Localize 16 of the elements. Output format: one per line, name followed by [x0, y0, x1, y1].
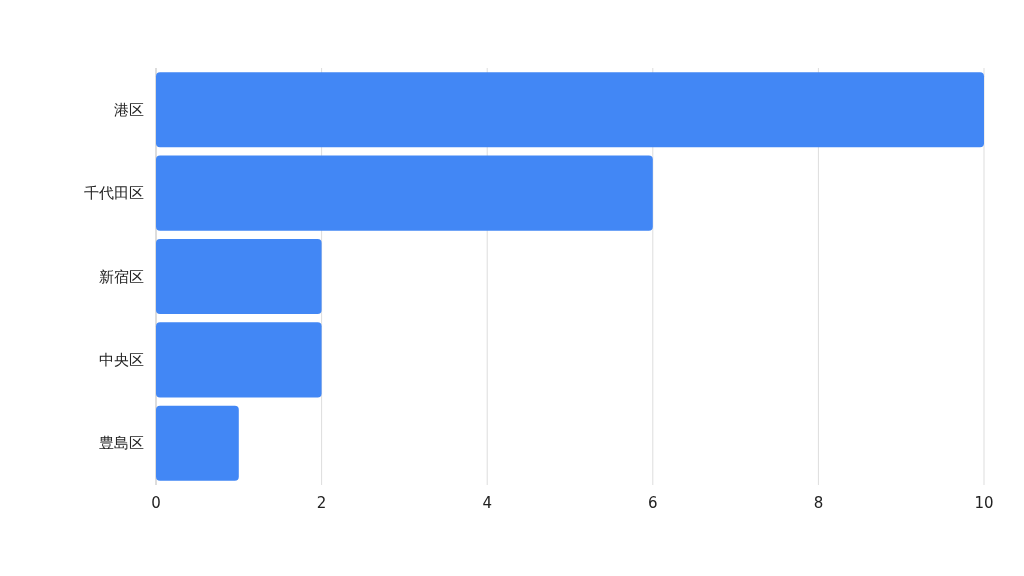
bar	[156, 155, 653, 231]
x-tick-label: 4	[482, 494, 492, 512]
y-tick-label: 千代田区	[84, 184, 144, 203]
x-tick-label: 6	[648, 494, 658, 512]
y-tick-label: 港区	[114, 100, 144, 119]
bar	[156, 72, 984, 148]
x-tick-label: 2	[316, 494, 327, 512]
bar	[156, 238, 322, 315]
y-tick-label: 新宿区	[99, 267, 144, 286]
x-tick-label: 10	[974, 494, 994, 512]
x-tick-label: 0	[151, 494, 161, 512]
y-tick-label: 中央区	[99, 350, 144, 369]
y-tick-label: 豊島区	[99, 434, 144, 453]
bar	[156, 322, 322, 398]
bar	[156, 405, 239, 481]
x-tick-label: 8	[813, 494, 824, 512]
